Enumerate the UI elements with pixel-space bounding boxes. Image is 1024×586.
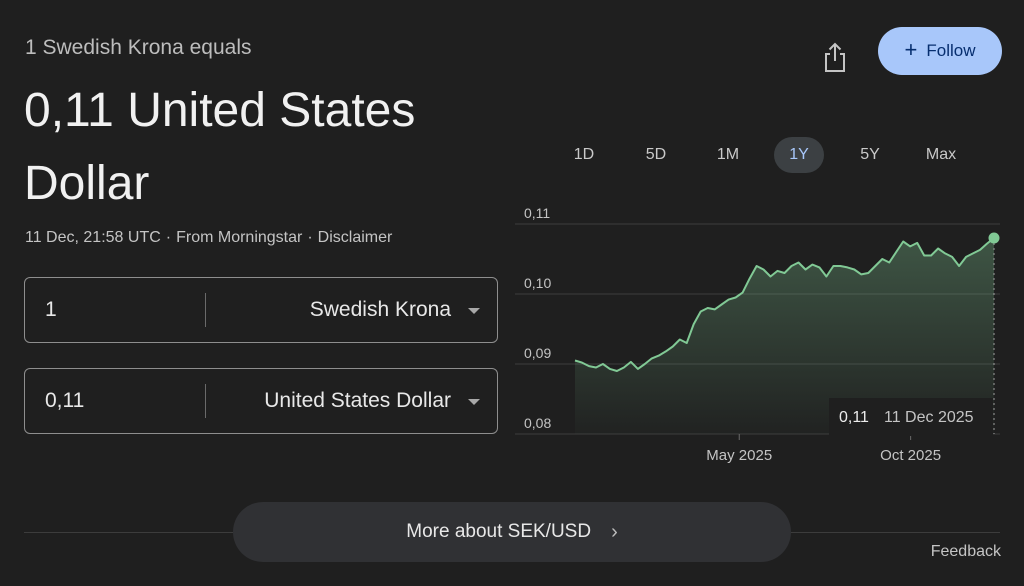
x-tick-label: May 2025 (706, 447, 772, 464)
disclaimer-link[interactable]: Disclaimer (317, 229, 393, 246)
range-tab-max[interactable]: Max (925, 146, 957, 163)
range-tab-1d[interactable]: 1D (573, 146, 595, 163)
series-line (574, 237, 995, 372)
y-tick-label: 0,08 (524, 415, 551, 431)
dropdown-caret-icon[interactable] (468, 399, 480, 405)
divider (24, 532, 233, 533)
tooltip-background (829, 398, 993, 436)
chevron-right-icon: › (611, 520, 618, 543)
range-tab-5y[interactable]: 5Y (860, 146, 880, 163)
to-currency-select[interactable]: United States Dollar (264, 389, 451, 412)
conversion-result: 0,11 United States Dollar (24, 84, 416, 210)
follow-button[interactable]: + Follow (878, 27, 1002, 75)
to-currency-field: 0,11 United States Dollar (24, 368, 498, 434)
share-button[interactable] (816, 38, 854, 76)
meta-separator: · (307, 229, 313, 246)
source-meta: 11 Dec, 21:58 UTC · From Morningstar · Discl… (25, 229, 392, 247)
y-tick-label: 0,10 (524, 275, 551, 291)
timestamp: 11 Dec, 21:58 UTC (25, 229, 161, 246)
y-tick-label: 0,09 (524, 345, 551, 361)
more-about-button[interactable]: More about SEK/USD › (233, 502, 791, 562)
current-point-marker (988, 232, 1000, 244)
tooltip-value: 0,11 (839, 409, 869, 426)
range-tab-1m[interactable]: 1M (716, 146, 740, 163)
feedback-link[interactable]: Feedback (930, 543, 1001, 560)
to-amount-input[interactable]: 0,11 (45, 389, 85, 412)
share-icon (825, 42, 845, 72)
meta-separator: · (165, 229, 172, 246)
from-currency-select[interactable]: Swedish Krona (309, 298, 451, 321)
dropdown-caret-icon[interactable] (468, 308, 480, 314)
more-about-label: More about SEK/USD (406, 521, 592, 542)
range-tab-1y[interactable]: 1Y (774, 137, 824, 173)
plus-icon: + (904, 37, 918, 62)
x-tick-label: Oct 2025 (880, 447, 941, 464)
subtitle: 1 Swedish Krona equals (25, 36, 252, 59)
range-tab-5d[interactable]: 5D (645, 146, 667, 163)
from-currency-field: 1 Swedish Krona (24, 277, 498, 343)
y-tick-label: 0,11 (524, 205, 550, 221)
from-amount-input[interactable]: 1 (45, 298, 57, 321)
field-divider (205, 384, 206, 418)
field-divider (205, 293, 206, 327)
divider (791, 532, 1000, 533)
tooltip-date: 11 Dec 2025 (884, 409, 974, 426)
area-fill (575, 238, 994, 434)
source-link[interactable]: From Morningstar (176, 229, 303, 246)
follow-label: Follow (926, 41, 976, 60)
